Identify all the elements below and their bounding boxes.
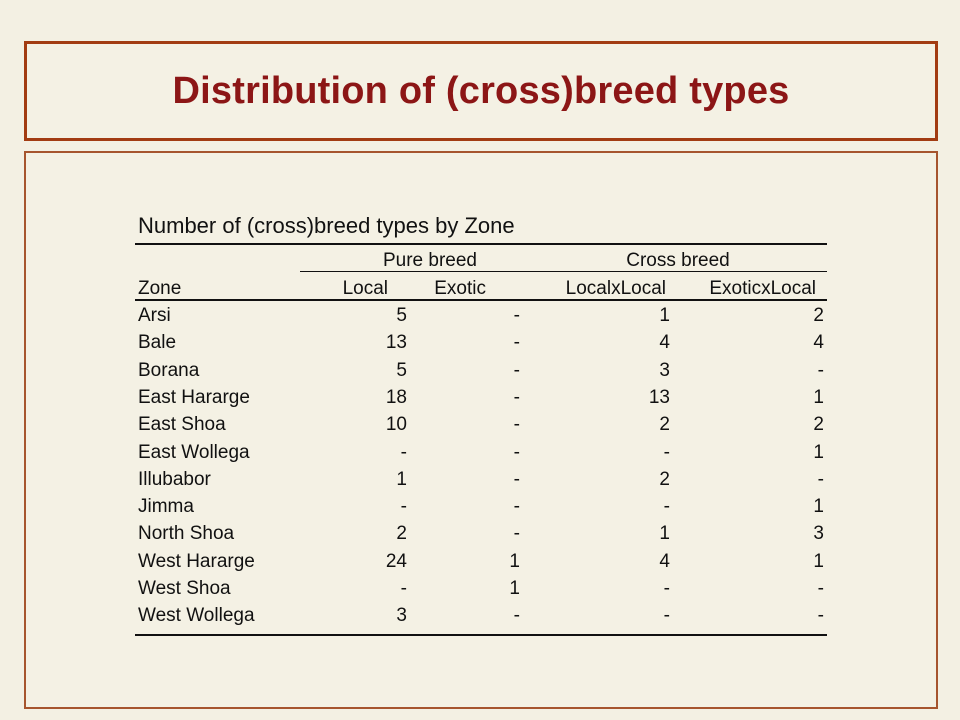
title-panel: Distribution of (cross)breed types	[24, 41, 938, 141]
cell-localxlocal: 1	[659, 305, 670, 326]
column-header-local: Local	[342, 278, 388, 299]
cell-local: 10	[385, 414, 407, 436]
cell-local: 2	[396, 523, 407, 545]
cell-exotic: -	[513, 468, 520, 490]
cell-exoticxlocal: 4	[813, 332, 824, 354]
column-header-zone: Zone	[138, 278, 182, 299]
cell-exotic: -	[513, 496, 520, 518]
cell-exotic: -	[513, 605, 520, 627]
cell-exotic: -	[513, 523, 520, 545]
cell-exoticxlocal: 1	[813, 550, 824, 572]
column-header-localxlocal: LocalxLocal	[565, 278, 666, 299]
column-header-exotic: Exotic	[434, 278, 486, 299]
column-header-exoticxlocal: ExoticxLocal	[709, 278, 816, 299]
cell-zone: Jimma	[138, 496, 194, 518]
cell-localxlocal: -	[663, 605, 670, 627]
cell-localxlocal: -	[663, 578, 670, 599]
cell-exoticxlocal: -	[817, 359, 824, 381]
cell-localxlocal: 1	[659, 523, 670, 545]
cell-local: 1	[396, 468, 407, 490]
cell-local: -	[400, 496, 407, 518]
cell-localxlocal: 3	[659, 359, 670, 381]
cell-localxlocal: 2	[659, 414, 670, 436]
cell-exotic: -	[513, 414, 520, 436]
cell-exotic: 1	[509, 578, 520, 599]
cell-localxlocal: -	[663, 496, 670, 518]
cell-exotic: -	[513, 441, 520, 463]
cell-localxlocal: -	[663, 441, 670, 463]
group-header-pure-breed: Pure breed	[382, 250, 477, 271]
group-header-cross-breed: Cross breed	[626, 250, 730, 271]
cell-exoticxlocal: 1	[813, 441, 824, 463]
cell-exoticxlocal: -	[817, 468, 824, 490]
cell-exoticxlocal: 3	[813, 523, 824, 545]
cell-zone: East Hararge	[138, 386, 250, 408]
cell-local: 5	[396, 359, 407, 381]
table-bottom-rule	[135, 634, 827, 636]
cell-exoticxlocal: -	[817, 605, 824, 627]
cell-exotic: 1	[509, 550, 520, 572]
cell-exoticxlocal: 1	[813, 386, 824, 408]
cell-local: 18	[385, 386, 407, 408]
cell-zone: Bale	[138, 332, 177, 354]
cell-localxlocal: 2	[659, 468, 670, 490]
slide-title: Distribution of (cross)breed types	[172, 70, 790, 112]
cell-exoticxlocal: -	[817, 578, 824, 599]
group-header-rule	[300, 271, 827, 272]
cell-exotic: -	[513, 359, 520, 381]
cell-local: -	[400, 441, 407, 463]
cell-local: 5	[396, 305, 407, 326]
cell-local: 24	[385, 550, 407, 572]
cell-zone: Illubabor	[138, 468, 211, 490]
cell-zone: Borana	[138, 359, 200, 381]
cell-local: 13	[385, 332, 407, 354]
cell-zone: West Hararge	[138, 550, 255, 572]
cell-exotic: -	[513, 332, 520, 354]
cell-zone: West Shoa	[138, 578, 231, 599]
cell-localxlocal: 4	[659, 550, 670, 572]
cell-zone: East Wollega	[138, 441, 250, 463]
cell-exoticxlocal: 1	[813, 496, 824, 518]
cell-zone: North Shoa	[138, 523, 235, 545]
cell-local: 3	[396, 605, 407, 627]
header-bottom-rule	[135, 299, 827, 301]
cell-exotic: -	[513, 386, 520, 408]
cell-exoticxlocal: 2	[813, 305, 824, 326]
cell-localxlocal: 4	[659, 332, 670, 354]
cell-zone: Arsi	[138, 305, 171, 326]
cell-zone: West Wollega	[138, 605, 255, 627]
cell-exotic: -	[513, 305, 520, 326]
cell-local: -	[400, 578, 407, 599]
table-top-rule	[135, 243, 827, 245]
cell-zone: East Shoa	[138, 414, 226, 436]
table-caption: Number of (cross)breed types by Zone	[138, 213, 515, 238]
cell-exoticxlocal: 2	[813, 414, 824, 436]
cell-localxlocal: 13	[648, 386, 670, 408]
